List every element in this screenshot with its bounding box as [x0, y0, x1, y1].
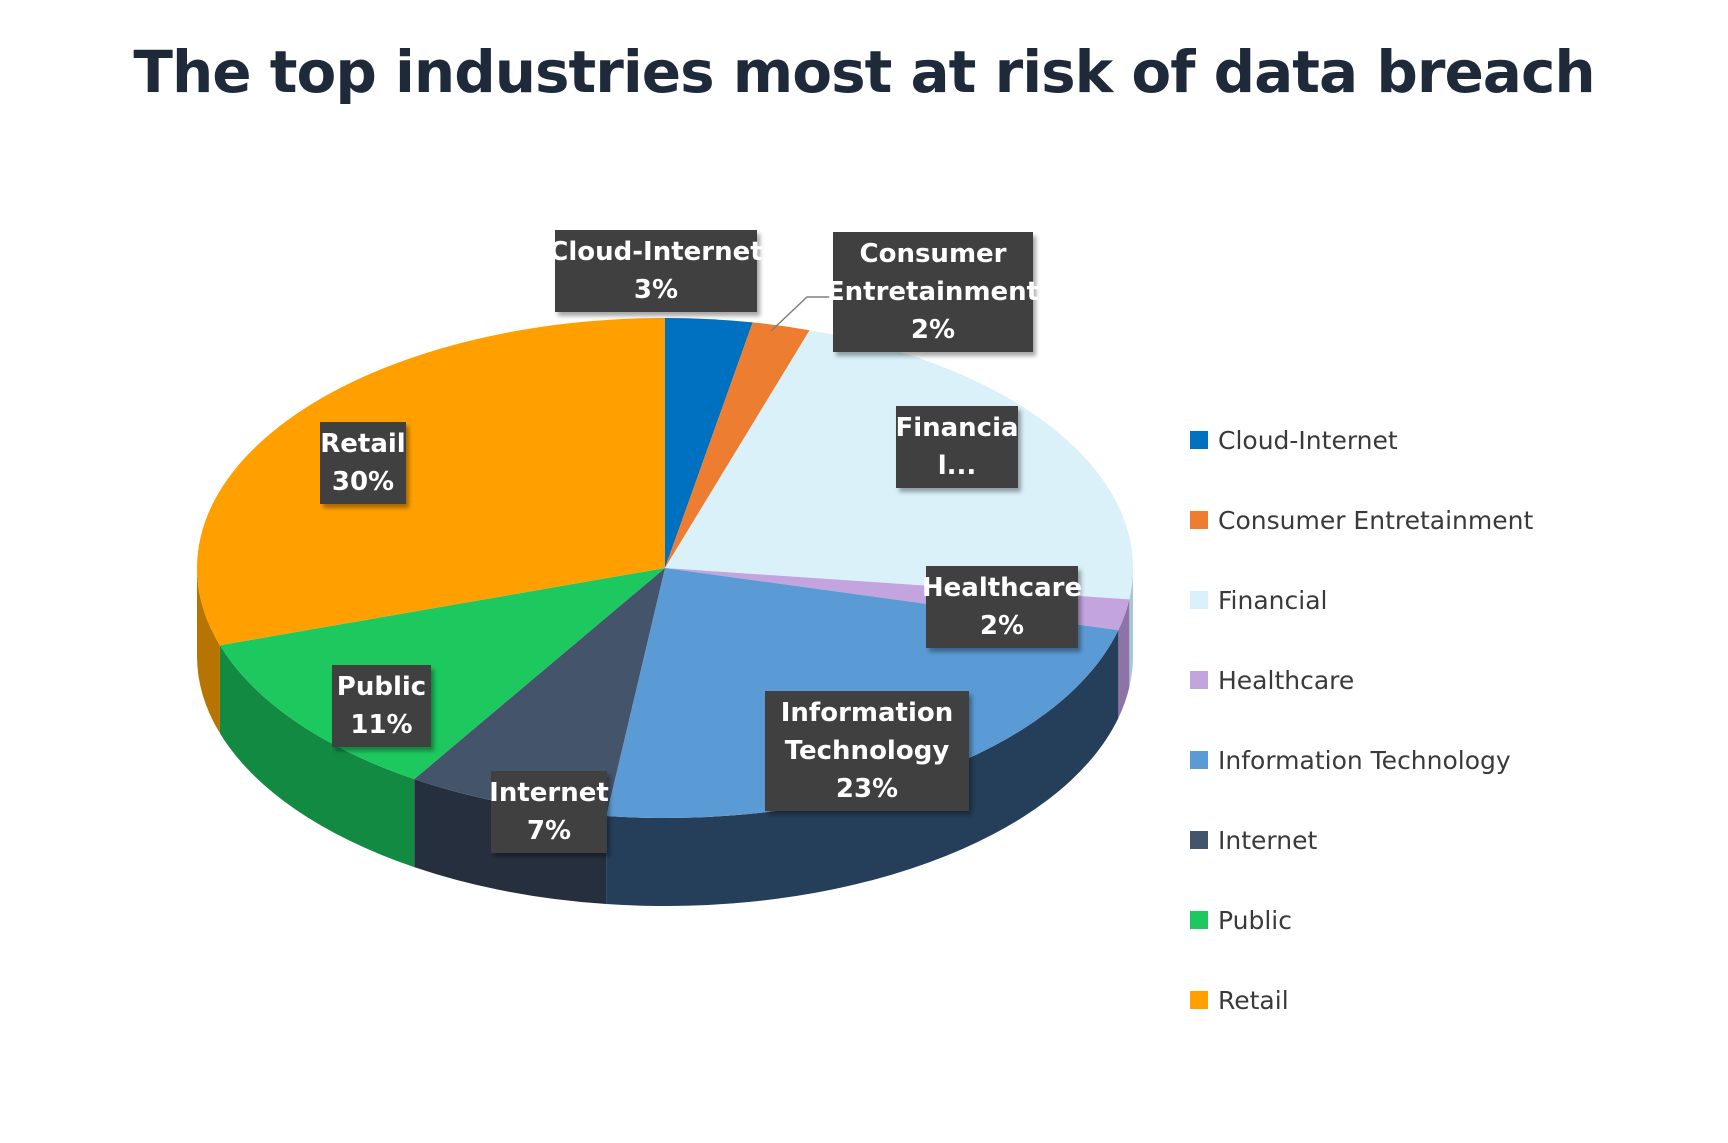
data-label-box: [896, 406, 1018, 488]
data-label-text: Consumer: [860, 239, 1007, 269]
side-healthcare: [1118, 599, 1130, 719]
data-label-text: 7%: [527, 816, 571, 846]
slice-public: [219, 568, 665, 780]
legend-swatch: [1190, 511, 1208, 529]
data-label-text: 2%: [911, 315, 955, 345]
legend-label: Public: [1218, 906, 1292, 935]
data-labels: Cloud-Internet 3% Consumer Entretainment 2% F…: [320, 230, 1082, 853]
legend-label: Information Technology: [1218, 746, 1511, 775]
legend: Cloud-Internet Consumer Entretainment Fina…: [1190, 426, 1533, 1015]
legend-item-public: Public: [1190, 906, 1292, 935]
legend-item-healthcare: Healthcare: [1190, 666, 1354, 695]
legend-swatch: [1190, 751, 1208, 769]
legend-label: Financial: [1218, 586, 1327, 615]
data-label-text: Technology: [785, 736, 950, 766]
data-label-information-technology: Information Technology 23%: [765, 691, 969, 811]
data-label-text: Public: [337, 672, 426, 702]
legend-item-consumer-entretainment: Consumer Entretainment: [1190, 506, 1533, 535]
chart-title: The top industries most at risk of data …: [133, 38, 1595, 106]
data-label-cloud-internet: Cloud-Internet 3%: [549, 230, 763, 312]
data-label-box: [332, 665, 431, 747]
legend-swatch: [1190, 591, 1208, 609]
legend-item-cloud-internet: Cloud-Internet: [1190, 426, 1398, 455]
slice-cloud-internet: [665, 318, 753, 568]
side-financial: [1129, 568, 1133, 688]
data-label-text: 30%: [332, 467, 394, 497]
legend-label: Retail: [1218, 986, 1289, 1015]
slice-internet: [414, 568, 665, 817]
data-label-text: l...: [938, 451, 977, 481]
data-label-box: [491, 771, 607, 853]
legend-item-information-technology: Information Technology: [1190, 746, 1511, 775]
data-label-box: [555, 230, 757, 312]
legend-swatch: [1190, 831, 1208, 849]
data-label-box: [765, 691, 969, 811]
data-label-retail: Retail 30%: [320, 422, 406, 504]
side-retail: [197, 568, 220, 734]
data-label-text: Financia: [895, 413, 1018, 443]
legend-label: Consumer Entretainment: [1218, 506, 1533, 535]
legend-item-financial: Financial: [1190, 586, 1327, 615]
side-information-technology: [606, 630, 1119, 906]
data-label-public: Public 11%: [332, 665, 431, 747]
data-label-text: Information: [781, 698, 954, 728]
side-public: [219, 645, 415, 868]
data-label-text: Healthcare: [922, 573, 1082, 603]
slice-consumer-entretainment: [665, 322, 810, 568]
data-label-text: 23%: [836, 774, 898, 804]
legend-label: Healthcare: [1218, 666, 1354, 695]
data-label-box: [926, 566, 1078, 648]
leader-lines: [770, 296, 833, 332]
slice-retail: [196, 318, 665, 646]
legend-swatch: [1190, 431, 1208, 449]
data-label-internet: Internet 7%: [489, 771, 609, 853]
data-label-box: [833, 232, 1033, 352]
leader-line-consumer-entretainment: [770, 296, 833, 332]
data-label-text: 11%: [350, 710, 412, 740]
data-label-text: Retail: [320, 429, 405, 459]
legend-swatch: [1190, 671, 1208, 689]
data-label-text: 2%: [980, 611, 1024, 641]
data-label-healthcare: Healthcare 2%: [922, 566, 1082, 648]
legend-swatch: [1190, 911, 1208, 929]
data-label-text: 3%: [634, 275, 678, 305]
data-label-text: Entretainment: [827, 277, 1039, 307]
data-label-box: [320, 422, 406, 504]
legend-label: Cloud-Internet: [1218, 426, 1398, 455]
data-label-financial: Financia l...: [895, 406, 1019, 488]
data-label-text: Internet: [489, 778, 609, 808]
legend-label: Internet: [1218, 826, 1317, 855]
legend-item-internet: Internet: [1190, 826, 1317, 855]
legend-item-retail: Retail: [1190, 986, 1289, 1015]
data-label-text: Cloud-Internet: [549, 237, 762, 267]
data-label-consumer-entretainment: Consumer Entretainment 2%: [827, 232, 1039, 352]
legend-swatch: [1190, 991, 1208, 1009]
